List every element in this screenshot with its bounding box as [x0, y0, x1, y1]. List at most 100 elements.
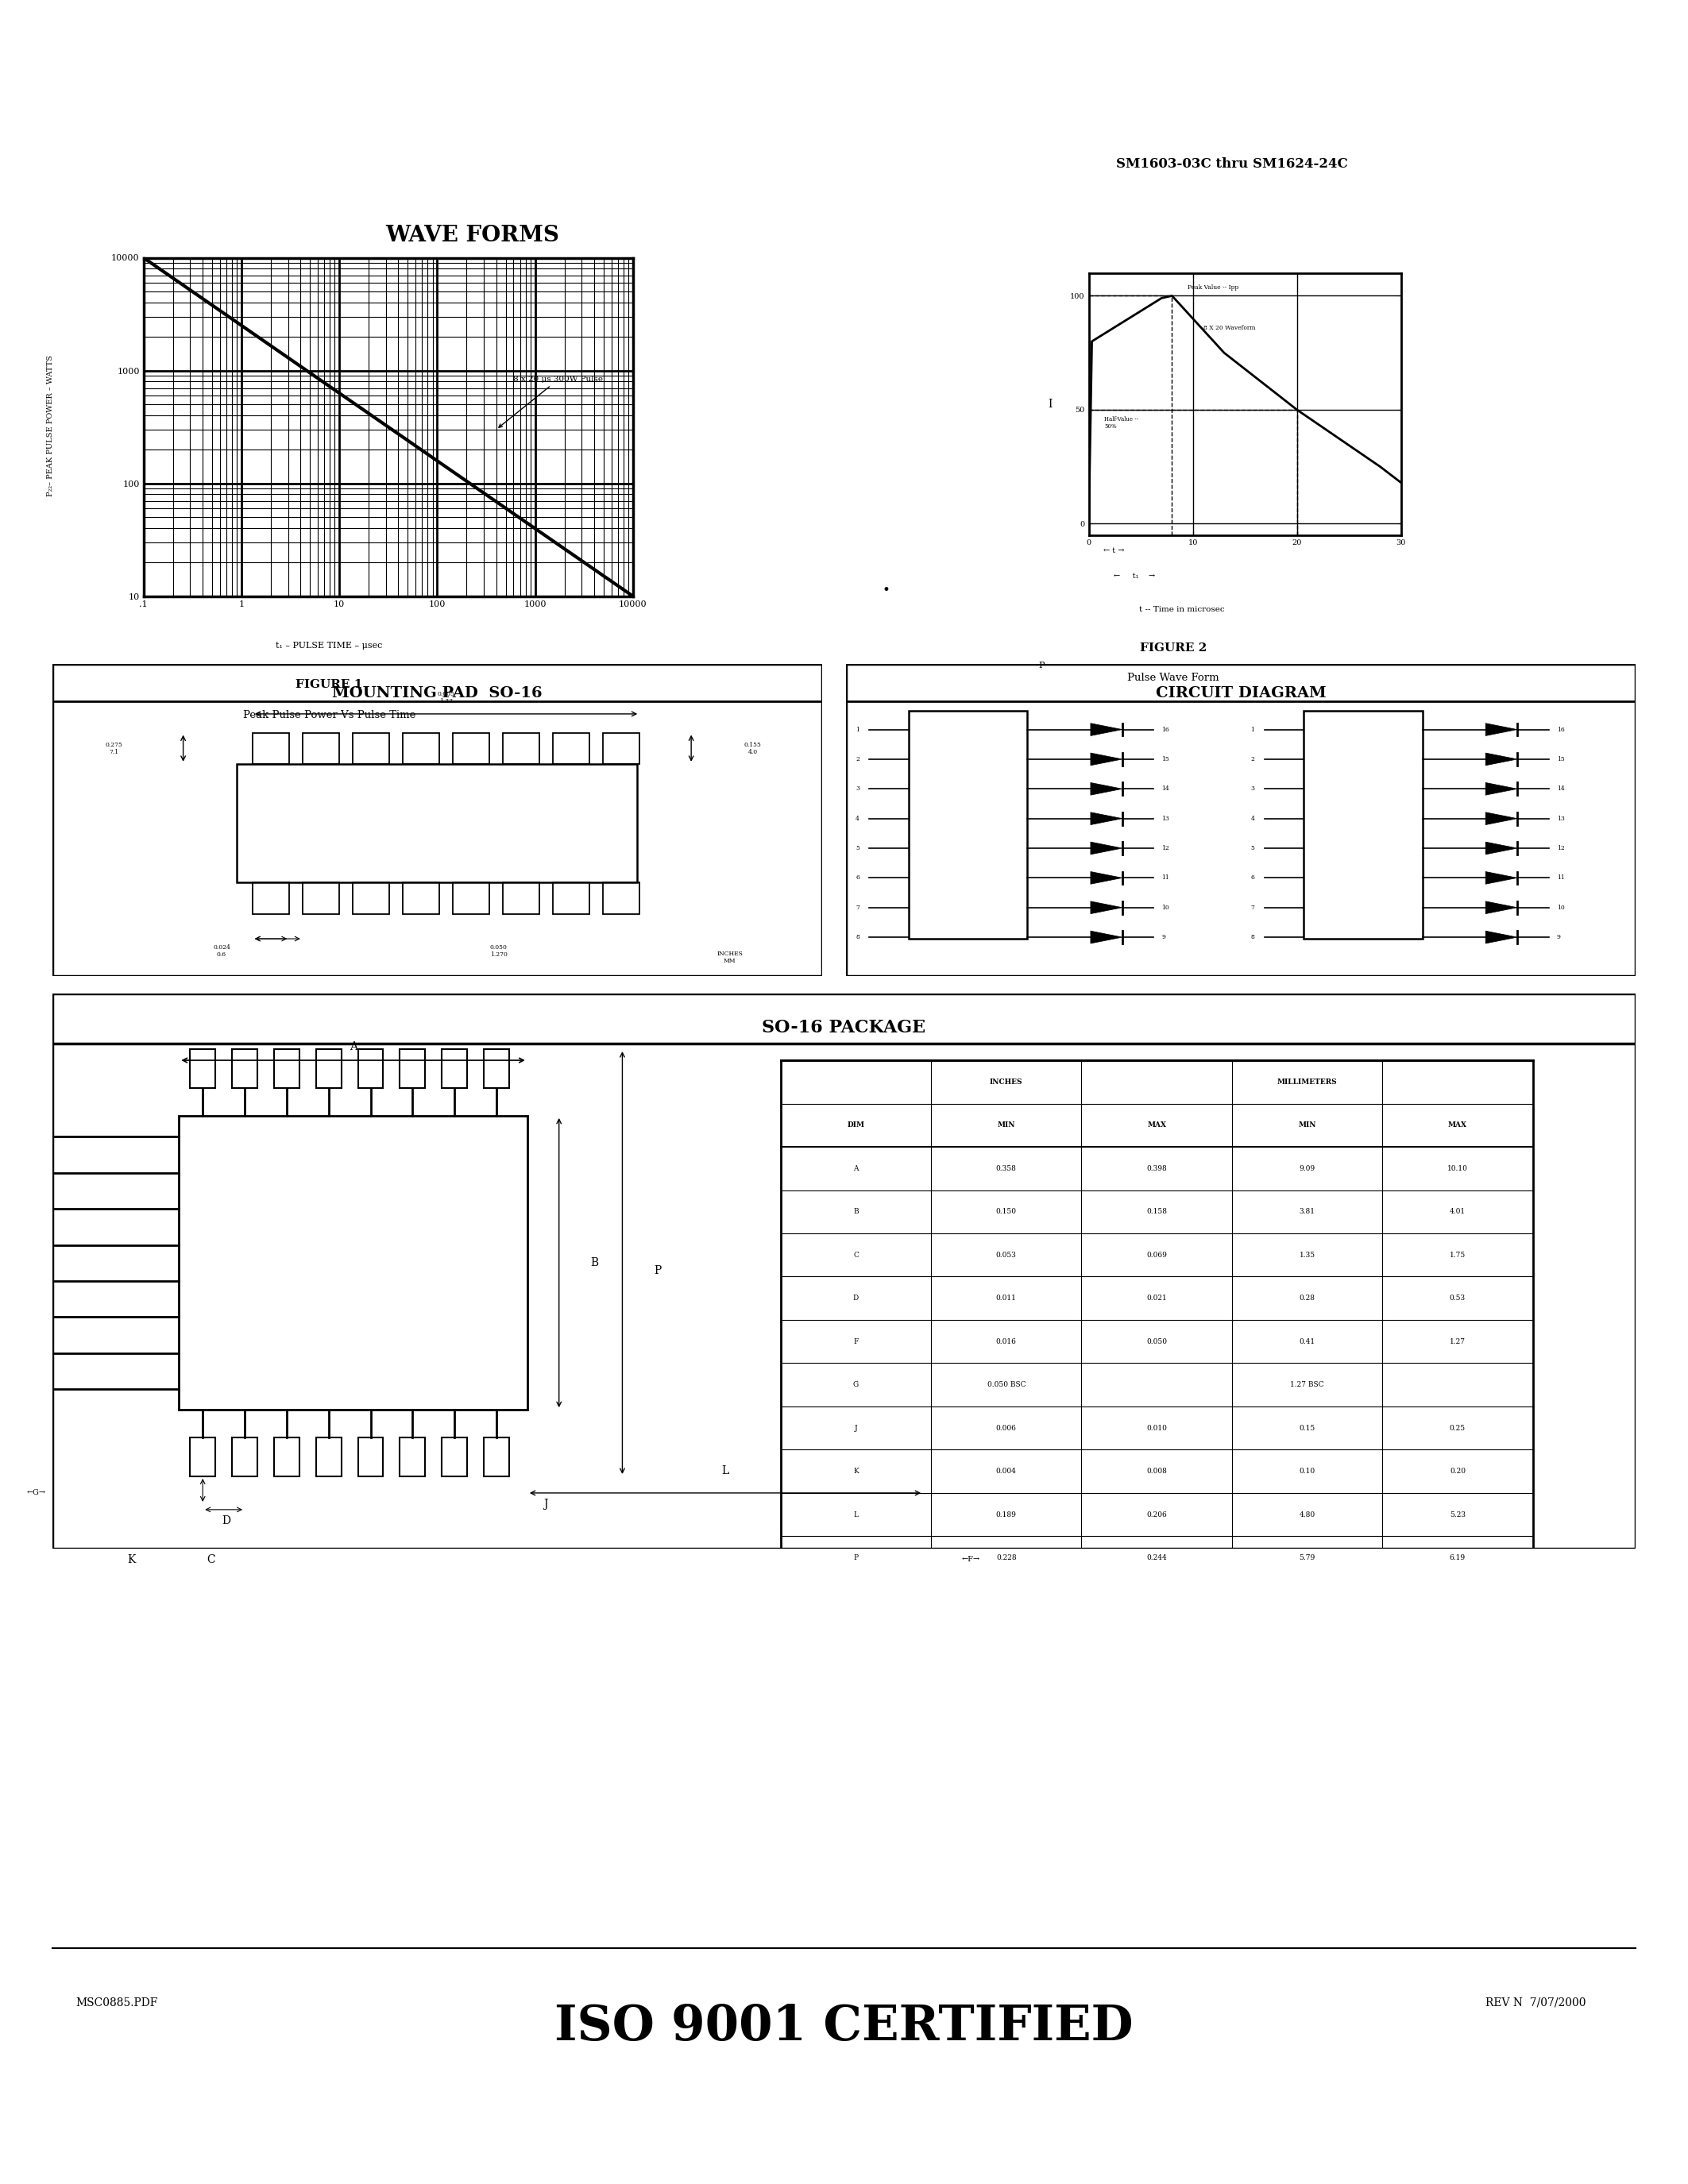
Text: 0.050 BSC: 0.050 BSC [987, 1380, 1026, 1389]
Text: 1: 1 [856, 727, 859, 732]
Text: 0.004: 0.004 [996, 1468, 1016, 1474]
Text: 16: 16 [1556, 727, 1565, 732]
Text: MILLIMETERS: MILLIMETERS [1278, 1079, 1337, 1085]
Text: DIM: DIM [847, 1123, 864, 1129]
Text: 9: 9 [1556, 935, 1560, 941]
Text: INCHES
MM: INCHES MM [717, 950, 743, 965]
Text: 11: 11 [1556, 876, 1565, 880]
Text: 5.23: 5.23 [1450, 1511, 1465, 1518]
Bar [603, 882, 640, 913]
Text: FIGURE 1: FIGURE 1 [295, 679, 363, 690]
Text: 0.050
1.270: 0.050 1.270 [490, 943, 508, 959]
Text: 7: 7 [856, 904, 859, 911]
Polygon shape [1090, 902, 1123, 913]
Text: 3: 3 [1251, 786, 1254, 793]
Text: 6.19: 6.19 [1450, 1555, 1465, 1562]
Polygon shape [1485, 843, 1518, 854]
Polygon shape [1485, 902, 1518, 913]
Text: INCHES: INCHES [989, 1079, 1023, 1085]
Text: 0.016: 0.016 [996, 1339, 1016, 1345]
Polygon shape [1485, 753, 1518, 764]
Text: FIGURE 2: FIGURE 2 [1139, 642, 1207, 653]
Text: 5.79: 5.79 [1300, 1555, 1315, 1562]
Text: MIN: MIN [1298, 1123, 1317, 1129]
Text: 9.09: 9.09 [1300, 1164, 1315, 1173]
Text: 8 X 20 Waveform: 8 X 20 Waveform [1204, 325, 1256, 332]
Bar [358, 1048, 383, 1088]
Bar [552, 732, 589, 764]
Text: 10.10: 10.10 [1447, 1164, 1469, 1173]
Text: •: • [883, 583, 890, 596]
Bar [236, 764, 638, 882]
Text: I: I [1048, 397, 1052, 411]
Text: B: B [852, 1208, 859, 1214]
Bar [442, 1048, 468, 1088]
Text: 0.158: 0.158 [1146, 1208, 1166, 1214]
Text: 2: 2 [1251, 756, 1254, 762]
Bar [484, 1048, 510, 1088]
Text: ← t →: ← t → [1104, 546, 1124, 555]
Bar [191, 1048, 216, 1088]
Bar [484, 1437, 510, 1476]
Text: Pulse Wave Form: Pulse Wave Form [1128, 673, 1219, 684]
Text: REV N  7/07/2000: REV N 7/07/2000 [1485, 1996, 1587, 2009]
Text: 0.053: 0.053 [996, 1251, 1016, 1258]
Text: 0.25: 0.25 [1450, 1424, 1465, 1433]
Text: 12: 12 [1161, 845, 1170, 852]
Polygon shape [1090, 843, 1123, 854]
Text: 0.155
4.0: 0.155 4.0 [744, 740, 761, 756]
Text: WAVE FORMS: WAVE FORMS [385, 225, 560, 247]
Text: D: D [223, 1516, 231, 1527]
Bar [552, 882, 589, 913]
Text: J: J [854, 1424, 858, 1433]
Text: 5: 5 [1251, 845, 1254, 852]
Bar [452, 882, 490, 913]
Text: 0.021: 0.021 [1146, 1295, 1166, 1302]
Text: 9: 9 [1161, 935, 1165, 941]
Text: 0.206: 0.206 [1146, 1511, 1166, 1518]
Bar [273, 1048, 299, 1088]
Text: P: P [854, 1555, 858, 1562]
Text: 4: 4 [1251, 815, 1254, 821]
Text: 1.27 BSC: 1.27 BSC [1290, 1380, 1323, 1389]
Bar [1303, 710, 1423, 939]
Bar [253, 882, 289, 913]
Text: C: C [852, 1251, 859, 1258]
Bar [302, 882, 339, 913]
Text: 4.80: 4.80 [1300, 1511, 1315, 1518]
Text: 0.005
1.33: 0.005 1.33 [437, 690, 454, 705]
Text: Peak Pulse Power Vs Pulse Time: Peak Pulse Power Vs Pulse Time [243, 710, 415, 721]
Text: 3.81: 3.81 [1300, 1208, 1315, 1214]
Text: 0.53: 0.53 [1450, 1295, 1465, 1302]
Bar [231, 1437, 257, 1476]
Polygon shape [1090, 871, 1123, 885]
Text: 7: 7 [1251, 904, 1254, 911]
Bar [358, 1437, 383, 1476]
Text: CIRCUIT DIAGRAM: CIRCUIT DIAGRAM [1155, 686, 1327, 701]
Bar [316, 1437, 341, 1476]
Text: 0.228: 0.228 [996, 1555, 1016, 1562]
Polygon shape [1485, 930, 1518, 943]
Text: 8: 8 [856, 935, 859, 941]
Text: Peak Value -- Ipp: Peak Value -- Ipp [1188, 284, 1239, 290]
Text: 15: 15 [1556, 756, 1565, 762]
Text: F: F [854, 1339, 859, 1345]
Text: 6: 6 [856, 876, 859, 880]
Text: MSC0885.PDF: MSC0885.PDF [76, 1996, 159, 2009]
Text: 0.358: 0.358 [996, 1164, 1016, 1173]
Bar [302, 732, 339, 764]
Text: 10: 10 [1556, 904, 1565, 911]
Polygon shape [1485, 871, 1518, 885]
Polygon shape [1090, 930, 1123, 943]
Text: P₂₂– PEAK PULSE POWER – WATTS: P₂₂– PEAK PULSE POWER – WATTS [47, 356, 54, 496]
Text: P: P [1038, 662, 1045, 670]
Bar [503, 732, 540, 764]
Text: K: K [852, 1468, 859, 1474]
Text: 4.01: 4.01 [1450, 1208, 1465, 1214]
Text: 0.011: 0.011 [996, 1295, 1016, 1302]
Polygon shape [1485, 812, 1518, 826]
Text: 0.28: 0.28 [1300, 1295, 1315, 1302]
Text: 14: 14 [1556, 786, 1565, 793]
Text: C: C [206, 1555, 214, 1566]
Text: 8: 8 [1251, 935, 1254, 941]
